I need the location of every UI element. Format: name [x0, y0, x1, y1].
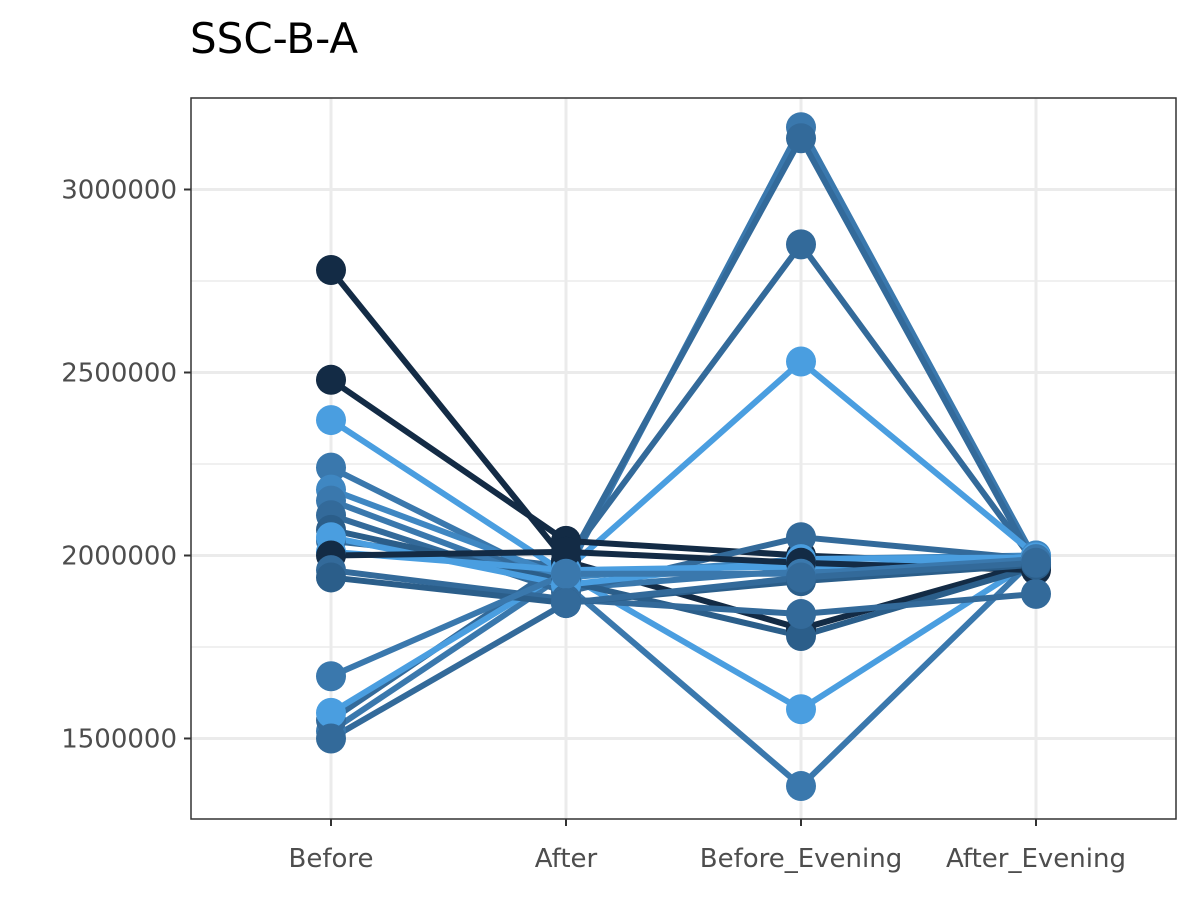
data-point [316, 452, 346, 483]
data-point [786, 562, 816, 593]
series-line [330, 567, 1037, 618]
data-point [316, 255, 346, 286]
data-point [786, 123, 816, 154]
y-tick-label: 3000000 [61, 175, 177, 205]
axes: 1500000 2000000 2500000 3000000 Before After B… [61, 175, 1126, 874]
data-point [551, 588, 581, 619]
data-point [316, 562, 346, 593]
data-point [551, 558, 581, 589]
series-line [329, 559, 1037, 742]
series-line [329, 556, 1037, 680]
data-point [1021, 578, 1051, 609]
x-tick-label: After_Evening [946, 844, 1126, 874]
data-point [786, 346, 816, 377]
data-point [786, 599, 816, 630]
data-point [786, 771, 816, 802]
data-point [786, 694, 816, 725]
series-line [329, 417, 1038, 713]
panel-border [190, 97, 1177, 820]
y-tick-label: 2000000 [61, 541, 177, 571]
series-line [329, 464, 1039, 790]
data-point [316, 661, 346, 692]
x-tick-label: After [535, 844, 598, 874]
y-tick-label: 2500000 [61, 358, 177, 388]
y-tick-label: 1500000 [61, 724, 177, 754]
series-line [329, 358, 1038, 716]
data-point [316, 364, 346, 395]
series-points [316, 112, 1051, 802]
x-tick-label: Before_Evening [700, 844, 903, 874]
data-point [786, 621, 816, 652]
data-point [316, 405, 346, 436]
data-point [786, 229, 816, 260]
data-point [316, 723, 346, 754]
series-line [330, 135, 1039, 570]
series-lines [328, 124, 1039, 790]
data-point [1021, 547, 1051, 578]
data-point [786, 522, 816, 553]
data-point [551, 536, 581, 567]
chart-title: SSC-B-A [190, 14, 359, 63]
x-tick-label: Before [288, 844, 373, 874]
data-point [316, 697, 346, 728]
